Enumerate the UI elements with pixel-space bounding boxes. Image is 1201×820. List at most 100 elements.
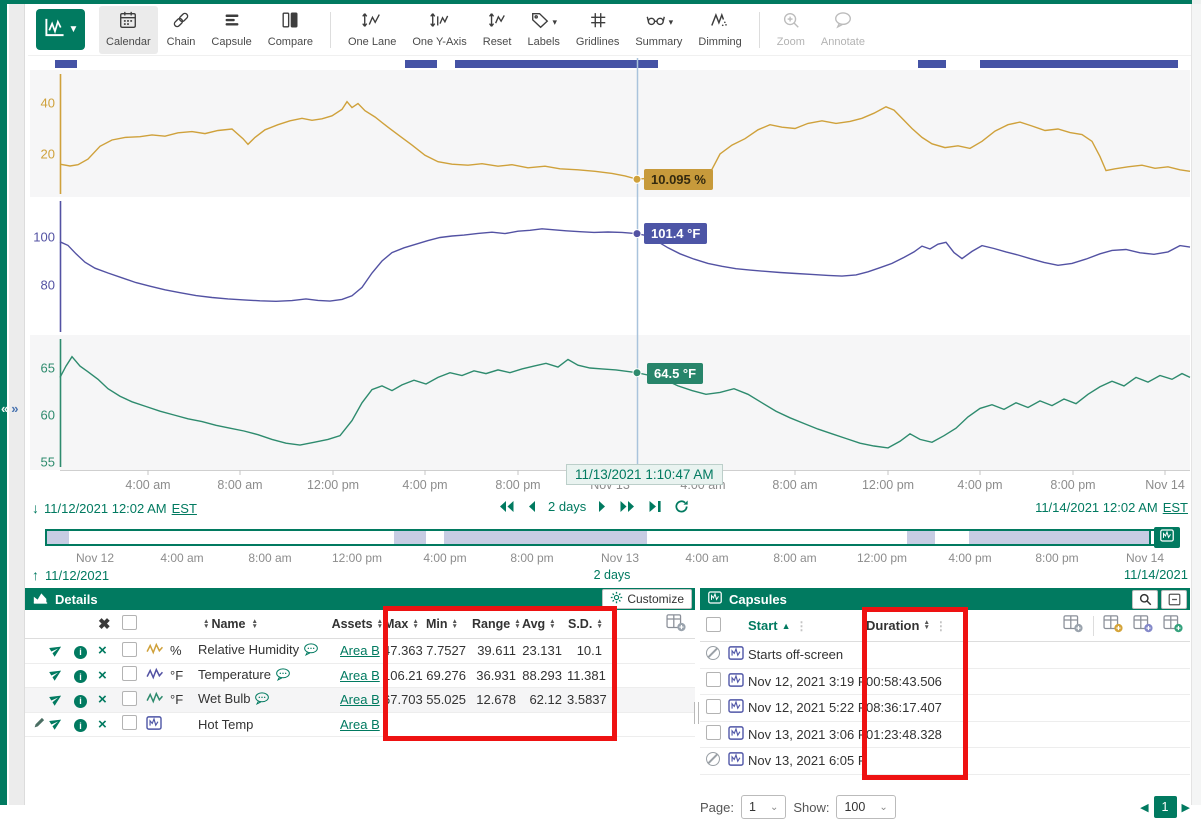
capsule-bar[interactable] [980,60,1178,68]
column-header-sd[interactable]: S.D. ▲ ▼ [568,617,603,631]
add-column-icon[interactable] [1063,615,1084,636]
details-row[interactable]: i × °F Wet Bulb Area B 67.703 55.025 12.678 62.… [25,688,695,713]
details-row[interactable]: i × °F Temperature Area B 106.21 69.276 36.931… [25,664,695,688]
toolbar-reset-button[interactable]: Reset [476,6,519,54]
capsule-checkbox[interactable] [706,672,721,688]
item-name[interactable]: Hot Temp [198,716,254,732]
row-checkbox[interactable] [122,666,137,682]
edit-icon[interactable] [33,716,46,729]
remove-icon[interactable]: × [98,666,107,684]
capsule-row[interactable]: Nov 13, 2021 3:06 PM 01:23:48.328 [700,722,1190,748]
pin-icon[interactable] [48,689,66,707]
column-header-start[interactable]: Start ▲ ⋮ [748,618,808,633]
timezone-link[interactable]: EST [1162,500,1188,515]
toolbar-capsule-button[interactable]: Capsule [204,6,258,54]
trend-chart[interactable]: 40 20 100 80 65 60 55 4:00 am 8:00 am 12:00 pm 4:0… [0,56,1201,496]
next-page-button[interactable]: ▶ [1181,801,1190,814]
add-signal-column-icon[interactable] [1103,615,1124,636]
column-header-avg[interactable]: Avg ▲ ▼ [522,617,556,631]
signal-line-relative-humidity[interactable] [59,100,1191,182]
asset-link[interactable]: Area B [340,667,380,683]
step-back-full-button[interactable] [498,500,515,513]
column-header-duration[interactable]: Duration ▲ ▼ ⋮ [866,618,947,633]
toolbar-chain-button[interactable]: Chain [160,6,203,54]
show-select[interactable]: 100 ⌄ [836,795,896,819]
capsule-bar[interactable] [918,60,946,68]
capsule-row[interactable]: Nov 13, 2021 6:05 PM [700,748,1190,775]
column-header-name[interactable]: ▲ ▼ Name ▲ ▼ [203,617,258,631]
expand-sidebar-icon[interactable]: » [11,400,19,416]
view-mode-button[interactable]: ▼ [36,9,85,50]
prev-page-button[interactable]: ◀ [1140,801,1149,814]
comment-icon[interactable] [254,692,270,708]
remove-all-header[interactable]: ✖ [98,616,111,633]
capsule-bar[interactable] [55,60,77,68]
remove-icon[interactable]: × [98,691,107,709]
sidebar-toggle[interactable]: « » [0,398,28,418]
capsule-bar[interactable] [405,60,437,68]
row-checkbox[interactable] [122,690,137,706]
capsules-collapse-button[interactable] [1161,590,1187,609]
item-name[interactable]: Wet Bulb [198,691,251,707]
capsules-search-button[interactable] [1132,590,1158,609]
capsule-bar[interactable] [455,60,658,68]
column-header-max[interactable]: Max ▲ ▼ [384,617,419,631]
item-name[interactable]: Relative Humidity [198,642,300,658]
timeline-handle[interactable] [1154,527,1180,548]
toolbar-compare-button[interactable]: Compare [261,6,320,54]
panel-splitter[interactable] [694,702,699,724]
info-icon[interactable]: i [74,719,87,732]
add-stat-column-icon[interactable] [1163,615,1184,636]
toolbar-dimming-button[interactable]: Dimming [691,6,748,54]
timeline-handle-grip[interactable] [1149,531,1151,544]
refresh-icon[interactable] [674,499,689,514]
timezone-link[interactable]: EST [171,500,197,516]
signal-line-wet-bulb[interactable] [59,355,1191,449]
capsule-checkbox[interactable] [706,725,721,741]
pin-icon[interactable] [48,640,66,658]
toolbar-labels-button[interactable]: ▾ Labels [521,6,567,54]
info-icon[interactable]: i [74,670,87,683]
toolbar-calendar-button[interactable]: Calendar [99,5,158,54]
customize-button[interactable]: Customize [602,589,692,609]
current-page-button[interactable]: 1 [1153,796,1177,818]
add-condition-column-icon[interactable] [1133,615,1154,636]
select-all-checkbox[interactable] [122,615,146,633]
row-checkbox[interactable] [122,715,137,731]
column-header-assets[interactable]: Assets ▲ ▼ [331,617,383,631]
info-icon[interactable]: i [74,645,87,659]
toolbar-summary-button[interactable]: ▾ Summary [628,6,689,54]
capsule-row[interactable]: Starts off-screen [700,642,1190,669]
trend-plot[interactable]: 40 20 100 80 65 60 55 4:00 am 8:00 am 12:00 pm 4:0… [0,56,1201,496]
column-header-range[interactable]: Range ▲ ▼ [472,617,521,631]
comment-icon[interactable] [275,668,291,684]
asset-link[interactable]: Area B [340,716,380,732]
pin-icon[interactable] [48,665,66,683]
pin-icon[interactable] [48,714,66,732]
step-back-half-button[interactable] [527,500,536,513]
select-all-capsules-checkbox[interactable] [706,616,728,635]
info-icon[interactable]: i [74,694,87,708]
row-checkbox[interactable] [122,641,137,657]
column-header-min[interactable]: Min ▲ ▼ [426,617,458,631]
step-forward-half-button[interactable] [598,500,607,513]
toolbar-one-y-axis-button[interactable]: One Y-Axis [405,6,473,54]
toolbar-gridlines-button[interactable]: Gridlines [569,6,626,54]
toolbar-one-lane-button[interactable]: One Lane [341,6,403,54]
item-name[interactable]: Temperature [198,666,271,682]
remove-icon[interactable]: × [98,715,107,733]
remove-icon[interactable]: × [98,642,107,660]
asset-link[interactable]: Area B [340,643,380,659]
capsule-row[interactable]: Nov 12, 2021 5:22 PM 08:36:17.407 [700,695,1190,722]
capsule-row[interactable]: Nov 12, 2021 3:19 PM 00:58:43.506 [700,669,1190,695]
details-row[interactable]: i × Hot Temp Area B [25,713,695,737]
asset-link[interactable]: Area B [340,692,380,708]
details-row[interactable]: i ×% Relative Humidity Area B 47.363 7.7527 3… [25,639,695,664]
comment-icon[interactable] [303,643,319,659]
collapse-sidebar-icon[interactable]: « [1,400,9,416]
step-forward-full-button[interactable] [619,500,636,513]
step-to-end-button[interactable] [648,500,662,513]
timeline-scrollbar[interactable] [45,529,1180,546]
add-column-icon[interactable] [666,613,687,635]
capsule-checkbox[interactable] [706,698,721,714]
